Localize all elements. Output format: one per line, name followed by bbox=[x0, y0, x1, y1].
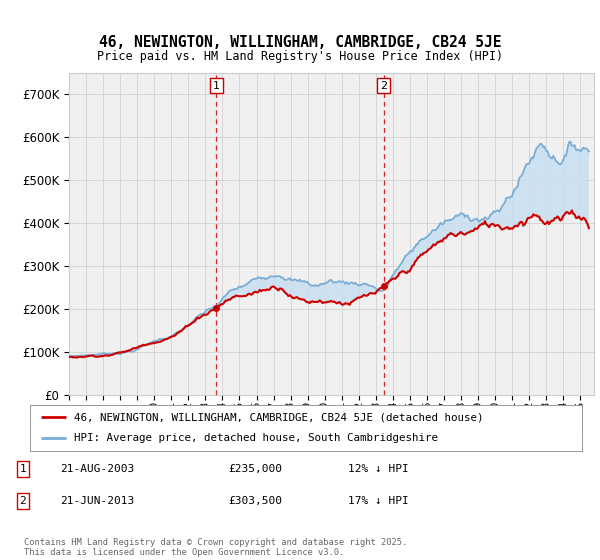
Text: £235,000: £235,000 bbox=[228, 464, 282, 474]
Text: 2: 2 bbox=[19, 496, 26, 506]
Text: 46, NEWINGTON, WILLINGHAM, CAMBRIDGE, CB24 5JE (detached house): 46, NEWINGTON, WILLINGHAM, CAMBRIDGE, CB… bbox=[74, 412, 484, 422]
Text: 12% ↓ HPI: 12% ↓ HPI bbox=[348, 464, 409, 474]
Text: Price paid vs. HM Land Registry's House Price Index (HPI): Price paid vs. HM Land Registry's House … bbox=[97, 50, 503, 63]
Text: 17% ↓ HPI: 17% ↓ HPI bbox=[348, 496, 409, 506]
Text: 1: 1 bbox=[19, 464, 26, 474]
Text: HPI: Average price, detached house, South Cambridgeshire: HPI: Average price, detached house, Sout… bbox=[74, 433, 438, 444]
Text: 2: 2 bbox=[380, 81, 388, 91]
Text: £303,500: £303,500 bbox=[228, 496, 282, 506]
Text: 21-AUG-2003: 21-AUG-2003 bbox=[60, 464, 134, 474]
Text: 1: 1 bbox=[213, 81, 220, 91]
Text: Contains HM Land Registry data © Crown copyright and database right 2025.
This d: Contains HM Land Registry data © Crown c… bbox=[24, 538, 407, 557]
Text: 46, NEWINGTON, WILLINGHAM, CAMBRIDGE, CB24 5JE: 46, NEWINGTON, WILLINGHAM, CAMBRIDGE, CB… bbox=[99, 35, 501, 50]
Text: 21-JUN-2013: 21-JUN-2013 bbox=[60, 496, 134, 506]
